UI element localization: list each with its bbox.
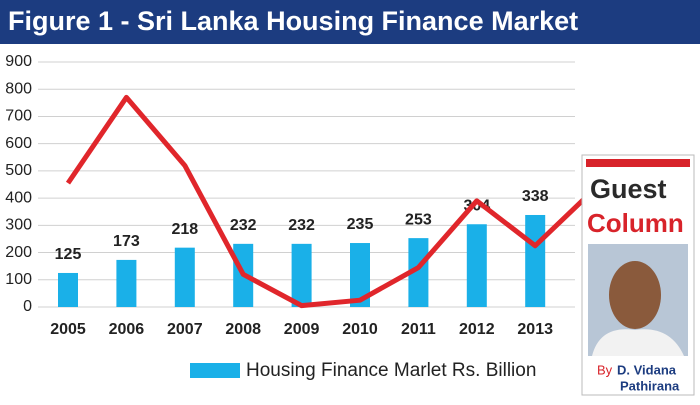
x-tick-label: 2005 <box>50 321 86 338</box>
data-label: 235 <box>347 216 374 233</box>
author: D. Vidana <box>617 362 677 377</box>
y-tick-label: 700 <box>5 108 32 125</box>
y-tick-label: 900 <box>5 53 32 70</box>
data-label: 173 <box>113 233 140 250</box>
guest-column: Guest Column By D. Vidana Pathirana <box>581 154 695 396</box>
y-tick-label: 800 <box>5 80 32 97</box>
y-tick-label: 600 <box>5 135 32 152</box>
data-label: 338 <box>522 188 549 205</box>
bar <box>116 259 137 307</box>
byline-by: By <box>597 362 613 377</box>
data-label: 232 <box>288 217 315 234</box>
x-tick-label: 2008 <box>225 321 261 338</box>
x-tick-label: 2010 <box>342 321 378 338</box>
chart-title: Figure 1 - Sri Lanka Housing Finance Mar… <box>8 6 578 36</box>
bar <box>350 243 370 307</box>
author: Pathirana <box>620 378 680 393</box>
bar <box>466 224 487 307</box>
y-tick-label: 300 <box>5 217 32 234</box>
title-banner <box>0 0 700 44</box>
x-tick-label: 2011 <box>401 321 436 338</box>
bar <box>408 238 429 307</box>
y-tick-label: 100 <box>5 271 32 288</box>
data-label: 253 <box>405 211 432 228</box>
data-label: 232 <box>230 217 257 234</box>
y-tick-label: 200 <box>5 244 32 261</box>
x-tick-label: 2009 <box>284 321 320 338</box>
y-tick-label: 0 <box>23 298 32 315</box>
y-tick-label: 500 <box>5 162 32 179</box>
line <box>65 94 590 309</box>
guest-bar <box>586 159 690 167</box>
data-label: 218 <box>171 221 198 238</box>
bar <box>291 243 312 307</box>
legend-label: Housing Finance Marlet Rs. Billion <box>246 360 536 381</box>
guest-title: Guest <box>590 174 667 204</box>
x-tick-label: 2013 <box>517 321 553 338</box>
bar <box>525 214 546 307</box>
x-tick-label: 2012 <box>459 321 495 338</box>
photo-shirt <box>592 329 684 356</box>
bar <box>174 247 195 307</box>
x-tick-label: 2006 <box>109 321 145 338</box>
y-tick-label: 400 <box>5 189 32 206</box>
legend-swatch <box>190 363 240 378</box>
x-tick-label: 2007 <box>167 321 203 338</box>
guest-title: Column <box>587 208 684 238</box>
photo-face <box>609 261 661 329</box>
data-label: 125 <box>55 246 82 263</box>
bar <box>58 272 78 307</box>
